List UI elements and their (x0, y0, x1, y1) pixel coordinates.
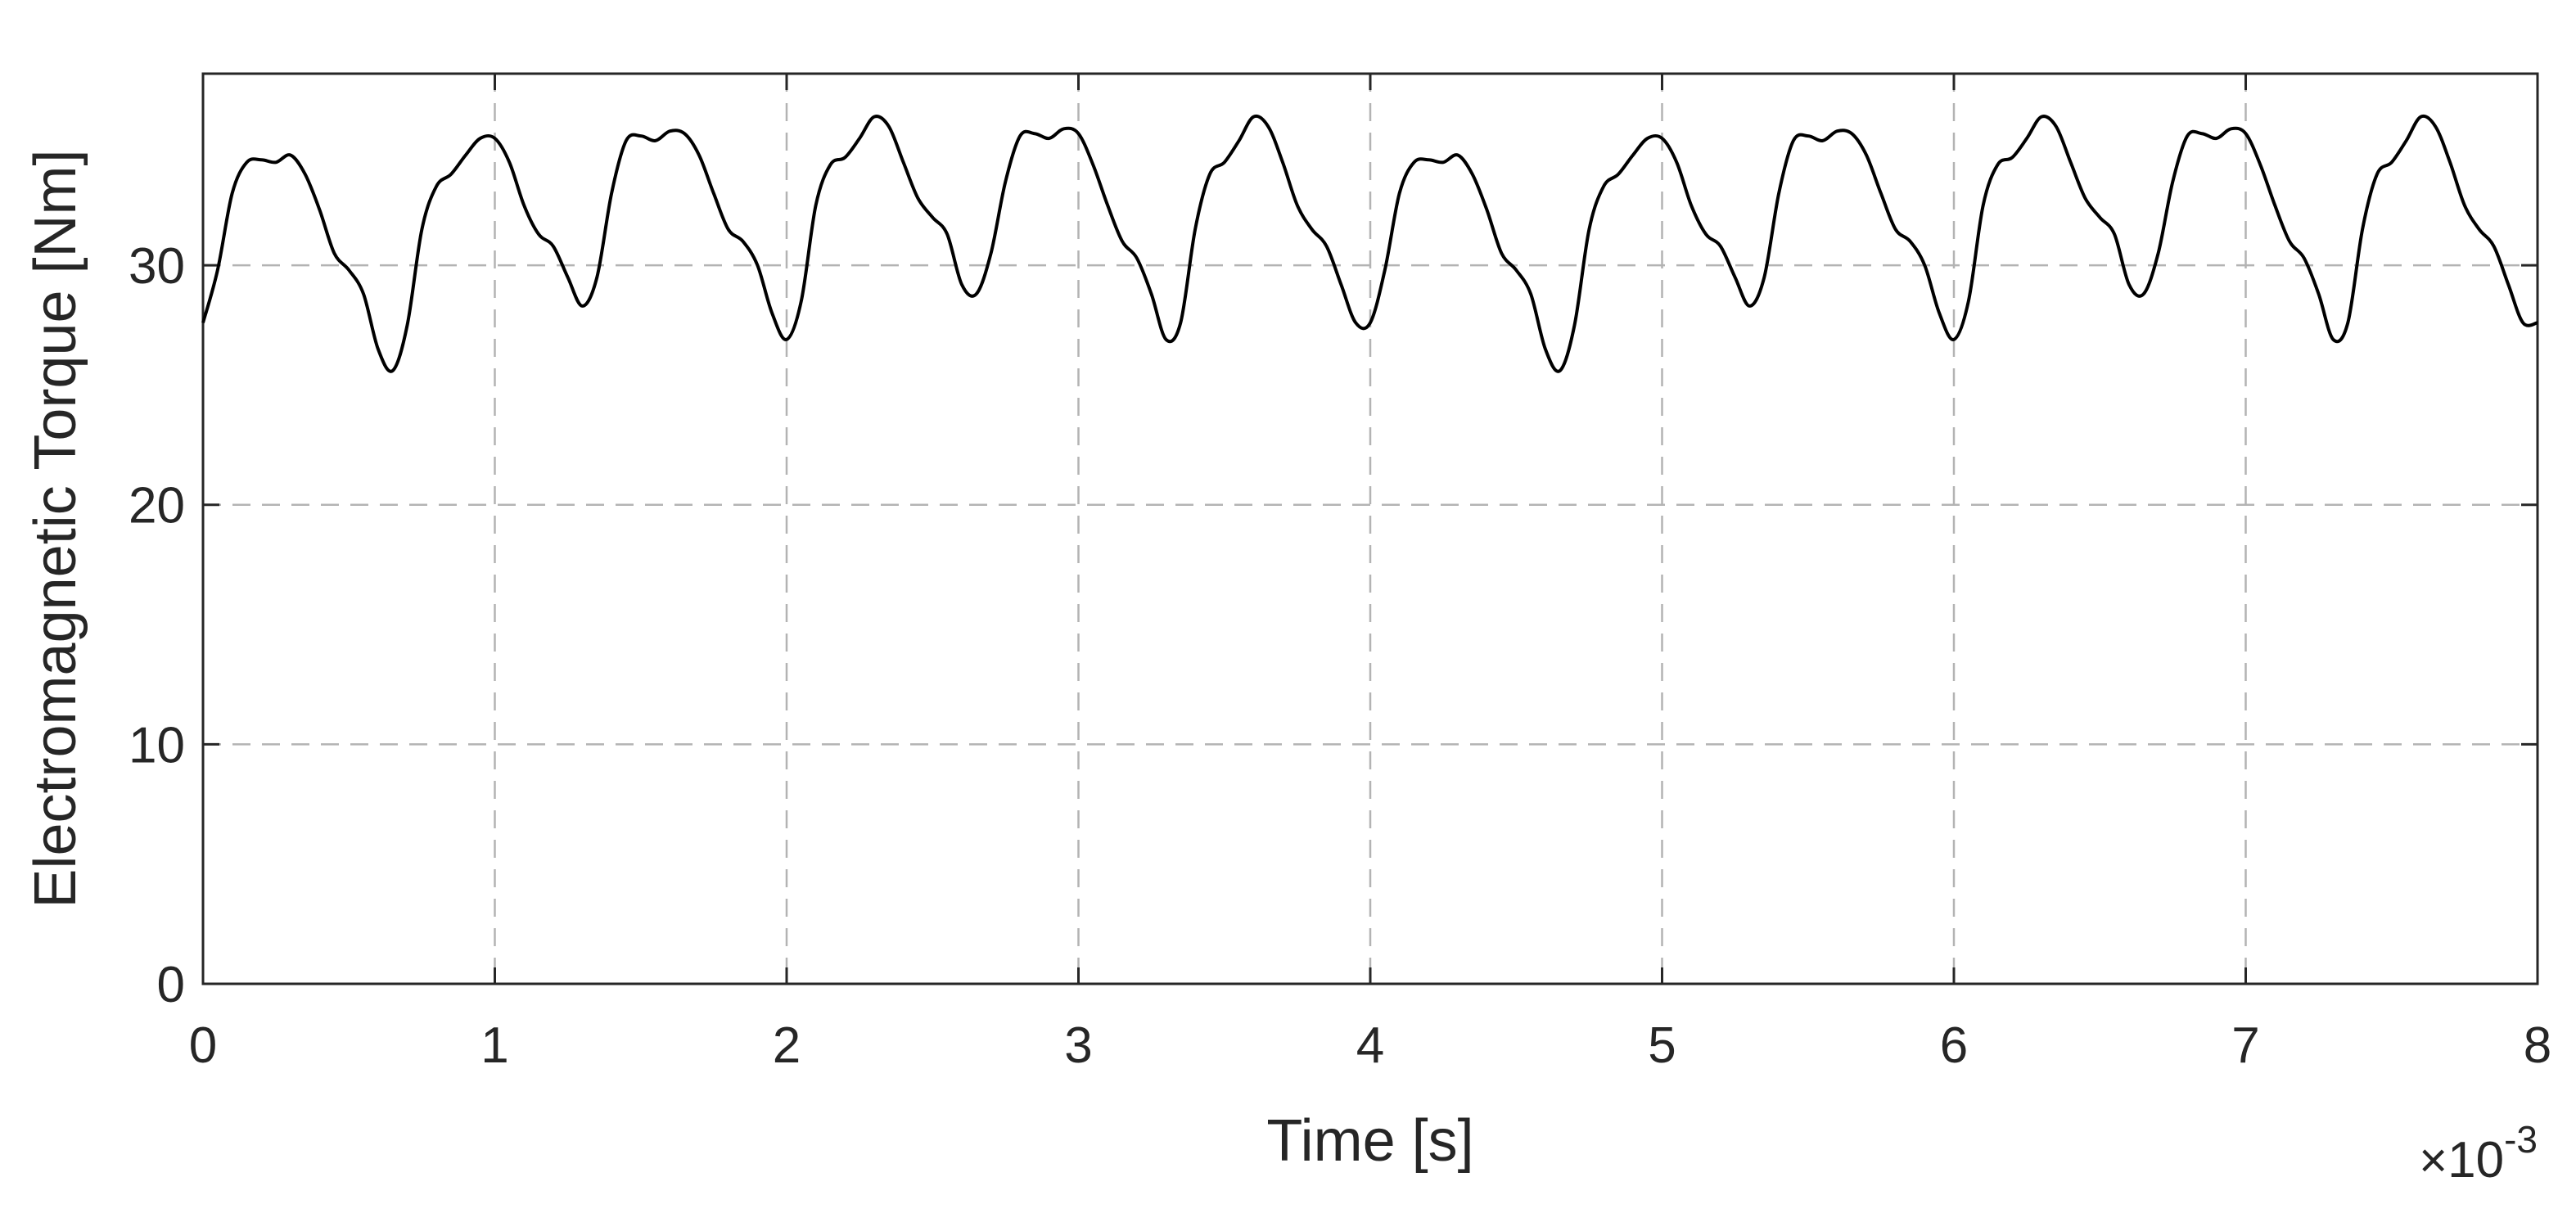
torque-series-line (201, 114, 2538, 373)
x-tick-label: 2 (773, 1017, 801, 1074)
x-tick-label: 3 (1064, 1017, 1092, 1074)
x-tick-label: 4 (1356, 1017, 1384, 1074)
x-tick-label: 7 (2231, 1017, 2259, 1074)
x-axis-label: Time [s] (1266, 1108, 1473, 1174)
y-axis-label: Electromagnetic Torque [Nm] (23, 149, 88, 908)
y-tick-label: 0 (157, 957, 185, 1013)
x-exponent-times: × (2419, 1133, 2447, 1188)
tick-marks (201, 74, 2539, 985)
x-tick-label: 8 (2524, 1017, 2551, 1074)
y-tick-label: 30 (129, 238, 185, 295)
grid-lines (203, 74, 2538, 984)
y-tick-label: 20 (129, 478, 185, 534)
x-tick-label: 0 (189, 1017, 217, 1074)
x-tick-label: 5 (1648, 1017, 1676, 1074)
x-exponent-power: -3 (2504, 1118, 2538, 1161)
y-tick-label: 10 (129, 717, 185, 773)
x-tick-label: 6 (1940, 1017, 1968, 1074)
x-exponent-label: ×10-3 (2419, 1118, 2538, 1188)
x-tick-label: 1 (480, 1017, 508, 1074)
x-tick-labels: 0 1 2 3 4 5 6 7 8 (189, 1017, 2551, 1074)
x-exponent-base: 10 (2447, 1132, 2504, 1188)
y-tick-labels: 0 10 20 30 (129, 238, 185, 1013)
